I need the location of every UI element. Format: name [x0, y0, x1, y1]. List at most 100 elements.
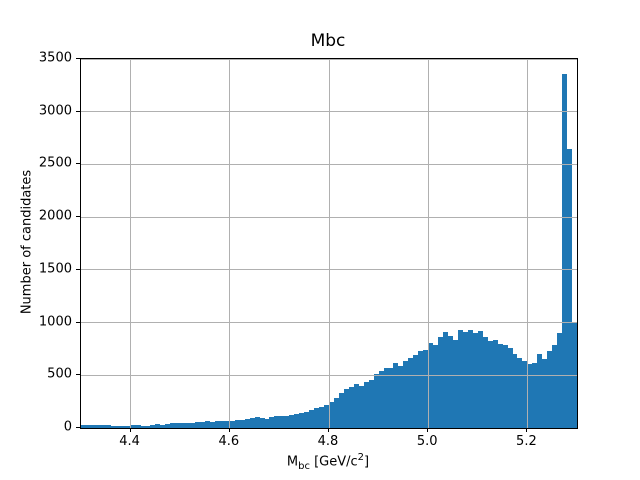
histogram-bar — [378, 371, 384, 428]
y-tick-label: 500 — [47, 366, 72, 382]
histogram-bar — [343, 388, 349, 428]
x-axis-label-superscript: 2 — [357, 452, 365, 463]
x-tick-mark — [427, 428, 429, 432]
histogram-bar — [338, 393, 344, 428]
y-tick-label: 3000 — [38, 103, 72, 119]
y-tick-label: 1500 — [38, 261, 72, 277]
histogram-bar — [299, 412, 305, 428]
histogram-bar — [249, 418, 255, 428]
histogram-bar — [507, 348, 513, 428]
x-tick-mark — [526, 428, 528, 432]
histogram-bar — [472, 332, 478, 428]
x-tick-label: 4.6 — [218, 434, 240, 449]
histogram-bar — [105, 425, 111, 428]
histogram-bar — [135, 425, 141, 428]
x-tick-label: 5.0 — [416, 434, 438, 449]
histogram-bar — [329, 401, 334, 428]
histogram-bar — [373, 374, 379, 428]
histogram-bar — [234, 420, 240, 428]
histogram-bar — [547, 351, 553, 428]
histogram-bar — [304, 411, 310, 428]
histogram-bar — [319, 406, 325, 428]
histogram-bar — [85, 425, 91, 428]
histogram-bar — [120, 425, 126, 428]
histogram-bar — [279, 415, 285, 428]
histogram-bar — [180, 422, 186, 428]
histogram-bar — [175, 422, 181, 428]
y-tick-mark — [76, 216, 80, 218]
x-axis-label-base: M — [286, 454, 299, 470]
histogram-bar — [363, 381, 369, 428]
histogram-bar — [264, 418, 270, 428]
histogram-bar — [448, 335, 453, 428]
histogram-bar — [314, 408, 320, 428]
histogram-bar — [467, 329, 473, 428]
histogram-bar — [358, 385, 364, 428]
histogram-bar — [165, 423, 171, 428]
histogram-bar — [125, 425, 131, 428]
x-tick-mark — [129, 428, 131, 432]
histogram-bar — [333, 398, 339, 428]
histogram-bar — [462, 332, 468, 428]
histogram-bar — [130, 425, 136, 428]
histogram-bar — [140, 425, 146, 428]
histogram-bars — [81, 59, 577, 428]
y-tick-label: 1000 — [38, 314, 72, 330]
histogram-bar — [324, 404, 329, 428]
histogram-bar — [572, 321, 577, 428]
histogram-bar — [567, 148, 573, 428]
histogram-bar — [542, 358, 548, 428]
histogram-bar — [393, 363, 399, 428]
x-tick-label: 4.4 — [119, 434, 140, 449]
histogram-bar — [244, 419, 250, 428]
x-tick-label: 4.8 — [317, 434, 339, 449]
histogram-bar — [433, 344, 439, 428]
histogram-bar — [492, 339, 498, 428]
histogram-bar — [274, 416, 280, 428]
histogram-bar — [383, 368, 389, 428]
histogram-bar — [115, 426, 121, 428]
x-axis-label-unit-open: [GeV/c — [309, 454, 358, 470]
histogram-bar — [453, 339, 458, 428]
histogram-bar — [438, 337, 444, 428]
histogram-bar — [502, 344, 508, 428]
histogram-bar — [214, 420, 220, 428]
histogram-bar — [90, 424, 96, 428]
histogram-bar — [477, 331, 483, 428]
histogram-bar — [170, 422, 176, 428]
histogram-bar — [443, 332, 449, 428]
histogram-bar — [552, 344, 558, 428]
histogram-bar — [532, 362, 538, 428]
histogram-bar — [190, 422, 196, 428]
histogram-bar — [195, 422, 201, 428]
histogram-bar — [537, 354, 543, 428]
histogram-bar — [155, 423, 161, 428]
histogram-bar — [160, 424, 166, 428]
plot-area — [80, 58, 578, 429]
histogram-bar — [209, 421, 215, 428]
histogram-bar — [428, 343, 434, 428]
y-tick-mark — [76, 163, 80, 165]
histogram-bar — [219, 421, 225, 428]
x-axis-label-subscript: bc — [298, 460, 310, 472]
y-tick-mark — [76, 268, 80, 270]
histogram-bar — [562, 73, 568, 428]
histogram-bar — [294, 414, 300, 428]
histogram-bar — [353, 384, 359, 428]
histogram-bar — [95, 424, 101, 428]
histogram-bar — [413, 355, 419, 428]
histogram-bar — [522, 361, 528, 428]
y-tick-label: 0 — [63, 419, 72, 435]
histogram-bar — [482, 336, 488, 428]
histogram-bar — [423, 349, 429, 428]
y-tick-mark — [76, 321, 80, 323]
histogram-bar — [398, 365, 404, 428]
x-axis-label: Mbc [GeV/c2] — [287, 452, 369, 472]
histogram-bar — [229, 421, 235, 428]
histogram-bar — [408, 357, 414, 428]
histogram-bar — [185, 423, 191, 428]
histogram-bar — [527, 364, 533, 428]
histogram-bar — [487, 341, 493, 428]
x-axis-label-unit-close: ] — [364, 454, 370, 470]
